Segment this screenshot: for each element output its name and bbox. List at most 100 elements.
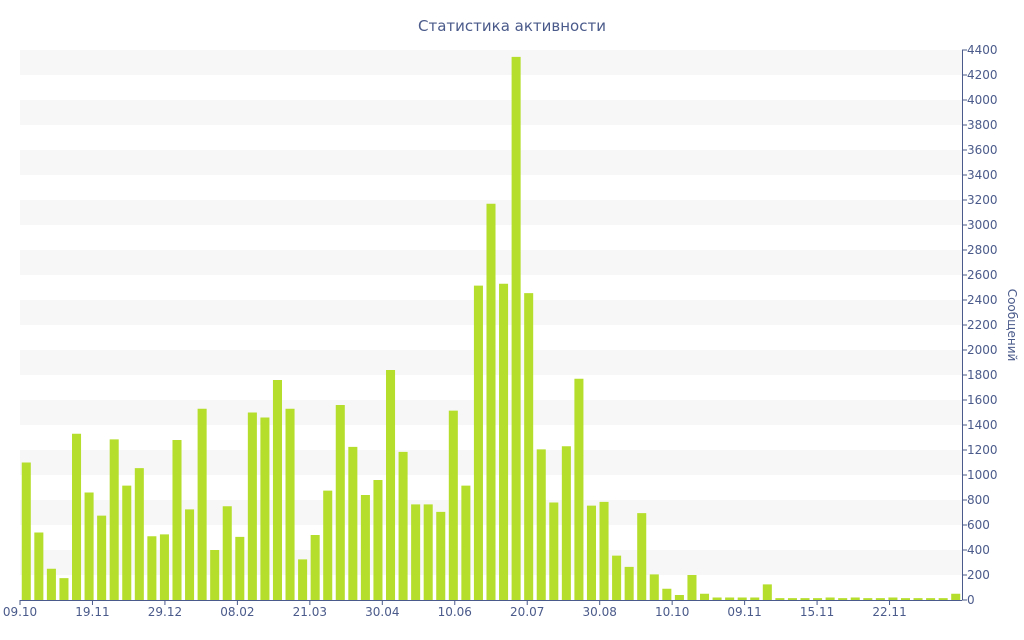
bar bbox=[373, 480, 383, 600]
x-tick-label: 19.11 bbox=[75, 605, 109, 619]
y-tick-label: 4400 bbox=[967, 43, 998, 57]
bar bbox=[926, 598, 936, 601]
bar bbox=[511, 56, 521, 601]
bar bbox=[536, 449, 546, 601]
bar bbox=[913, 598, 923, 601]
bar bbox=[436, 511, 446, 601]
bar bbox=[875, 598, 885, 601]
bar bbox=[687, 575, 697, 600]
bar bbox=[712, 597, 722, 600]
grid-band bbox=[20, 150, 962, 175]
bar bbox=[285, 408, 295, 600]
bar bbox=[411, 504, 421, 601]
bar bbox=[461, 485, 471, 601]
bar bbox=[360, 495, 370, 600]
y-tick-label: 1000 bbox=[967, 468, 998, 482]
x-tick-label: 22.11 bbox=[872, 605, 906, 619]
bar bbox=[813, 598, 823, 601]
y-tick-label: 3200 bbox=[967, 193, 998, 207]
bar bbox=[21, 462, 31, 600]
y-tick-label: 600 bbox=[967, 518, 990, 532]
bar bbox=[147, 536, 157, 600]
bar bbox=[850, 597, 860, 600]
y-tick-label: 3400 bbox=[967, 168, 998, 182]
x-tick-label: 10.06 bbox=[438, 605, 472, 619]
bar bbox=[662, 588, 672, 600]
y-tick-label: 2000 bbox=[967, 343, 998, 357]
bar bbox=[134, 468, 144, 601]
bar bbox=[72, 433, 82, 600]
y-tick-label: 3600 bbox=[967, 143, 998, 157]
y-tick-label: 800 bbox=[967, 493, 990, 507]
bar bbox=[34, 532, 44, 600]
bar bbox=[84, 492, 94, 600]
bar bbox=[335, 405, 345, 600]
y-tick-label: 2800 bbox=[967, 243, 998, 257]
bar bbox=[900, 598, 910, 601]
y-tick-label: 1800 bbox=[967, 368, 998, 382]
bar bbox=[612, 555, 622, 601]
bar bbox=[624, 566, 634, 601]
bar bbox=[46, 568, 56, 600]
bar bbox=[863, 598, 873, 601]
x-tick-label: 08.02 bbox=[220, 605, 254, 619]
x-tick-label: 30.04 bbox=[365, 605, 399, 619]
y-tick-label: 2600 bbox=[967, 268, 998, 282]
bar bbox=[247, 412, 257, 600]
bar bbox=[323, 490, 333, 601]
y-tick-label: 1600 bbox=[967, 393, 998, 407]
bar bbox=[674, 595, 684, 600]
bar bbox=[787, 598, 797, 601]
bar bbox=[197, 408, 207, 600]
bar bbox=[637, 513, 647, 601]
bar bbox=[59, 578, 69, 601]
bar bbox=[235, 536, 245, 601]
x-tick-label: 15.11 bbox=[800, 605, 834, 619]
bars-group bbox=[21, 56, 961, 601]
bar bbox=[260, 417, 270, 600]
y-tick-label: 4200 bbox=[967, 68, 998, 82]
bar bbox=[122, 485, 132, 601]
x-tick-label: 21.03 bbox=[293, 605, 327, 619]
bar bbox=[586, 505, 596, 601]
bar bbox=[185, 509, 195, 601]
bar bbox=[700, 593, 710, 600]
bar bbox=[599, 501, 609, 601]
y-tick-label: 3800 bbox=[967, 118, 998, 132]
bar bbox=[800, 598, 810, 601]
x-tick-label: 30.08 bbox=[583, 605, 617, 619]
bar bbox=[775, 598, 785, 601]
y-tick-label: 1400 bbox=[967, 418, 998, 432]
y-tick-label: 200 bbox=[967, 568, 990, 582]
bar bbox=[473, 285, 483, 600]
bar bbox=[524, 293, 534, 601]
axes-group: 0 200 400 600 800 1000 1200 1400 1600 1800 2000 220… bbox=[3, 43, 998, 619]
bar bbox=[398, 451, 408, 601]
bar bbox=[272, 380, 282, 600]
bar bbox=[97, 515, 107, 601]
y-tick-label: 3000 bbox=[967, 218, 998, 232]
bar bbox=[222, 506, 232, 600]
bar bbox=[737, 597, 747, 600]
y-axis-title: Сообщений bbox=[1005, 289, 1019, 362]
bar bbox=[159, 534, 169, 601]
y-tick-label: 0 bbox=[967, 593, 975, 607]
y-tick-label: 4000 bbox=[967, 93, 998, 107]
bar bbox=[423, 504, 433, 601]
y-tick-label: 400 bbox=[967, 543, 990, 557]
bar bbox=[762, 584, 772, 601]
bar bbox=[951, 593, 961, 600]
y-tick-label: 2400 bbox=[967, 293, 998, 307]
chart-title: Статистика активности bbox=[418, 17, 606, 35]
bar bbox=[210, 550, 220, 600]
bar bbox=[561, 446, 571, 600]
bar bbox=[172, 440, 182, 600]
bar bbox=[825, 597, 835, 600]
bar bbox=[750, 597, 760, 600]
bar bbox=[109, 439, 119, 601]
x-tick-label: 10.10 bbox=[655, 605, 689, 619]
bar bbox=[938, 598, 948, 601]
bar bbox=[348, 446, 358, 601]
bar bbox=[298, 559, 308, 601]
